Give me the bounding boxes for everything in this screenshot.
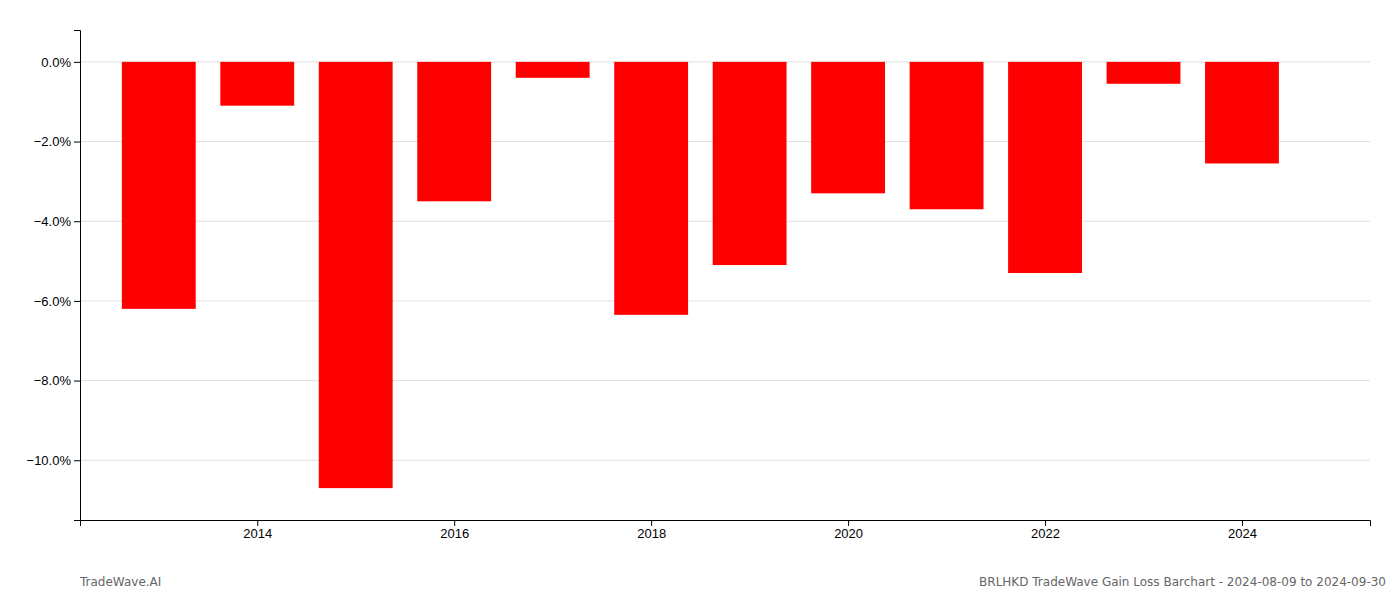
x-tick-label: 2022 [1031,526,1060,541]
y-tick: −2.0% [34,134,80,149]
x-tick-label: 2016 [440,526,469,541]
x-tick: 2016 [440,520,469,541]
bar [910,62,984,209]
bar [516,62,590,78]
y-tick: −8.0% [34,373,80,388]
y-tick: −6.0% [34,294,80,309]
x-tick-label: 2014 [243,526,272,541]
x-tick-label: 2020 [834,526,863,541]
x-tick: 2014 [243,520,272,541]
x-tick: 2020 [834,520,863,541]
x-tick: 2018 [637,520,666,541]
x-tick-mark [1242,520,1243,526]
y-tick-mark [74,62,80,63]
y-tick-label: 0.0% [41,55,71,70]
bar [122,62,196,309]
bar [417,62,491,201]
bar [614,62,688,315]
y-tick-label: −8.0% [34,373,72,388]
bar [1107,62,1181,84]
grid-line [80,460,1370,461]
y-tick: −4.0% [34,214,80,229]
grid-line [80,380,1370,381]
grid-line [80,300,1370,301]
bar [1008,62,1082,273]
bar [1205,62,1279,164]
x-tick-mark [848,520,849,526]
grid [80,62,1370,460]
y-tick-label: −10.0% [27,453,72,468]
y-axis-line [74,31,81,521]
x-tick-mark [454,520,455,526]
bar [319,62,393,488]
bars [122,62,1279,488]
y-axis: 0.0% −2.0% −4.0% −6.0% −8.0% −10.0% [27,31,81,521]
x-axis: 2014 2016 2018 2020 2022 2024 [81,520,1371,541]
chart: 2014 2016 2018 2020 2022 2024 0.0% −2.0% −4.0% −6… [0,0,1400,600]
x-tick-mark [257,520,258,526]
y-tick: 0.0% [41,55,80,70]
bar [713,62,787,265]
y-tick-mark [74,381,80,382]
y-tick-mark [74,301,80,302]
x-tick: 2022 [1031,520,1060,541]
plot: 2014 2016 2018 2020 2022 2024 0.0% −2.0% −4.0% −6… [27,31,1371,542]
bar [811,62,885,193]
y-tick-mark [74,221,80,222]
y-tick-label: −4.0% [34,214,72,229]
x-tick-mark [1045,520,1046,526]
y-tick-label: −6.0% [34,294,72,309]
y-tick-mark [74,460,80,461]
bar [220,62,294,106]
footer-right: BRLHKD TradeWave Gain Loss Barchart - 20… [979,575,1386,589]
y-tick-mark [74,142,80,143]
x-axis-line [81,521,1371,527]
y-tick: −10.0% [27,453,80,468]
y-tick-label: −2.0% [34,134,72,149]
x-tick: 2024 [1228,520,1257,541]
footer-left: TradeWave.AI [79,575,161,589]
x-tick-label: 2024 [1228,526,1257,541]
x-tick-label: 2018 [637,526,666,541]
x-tick-mark [651,520,652,526]
